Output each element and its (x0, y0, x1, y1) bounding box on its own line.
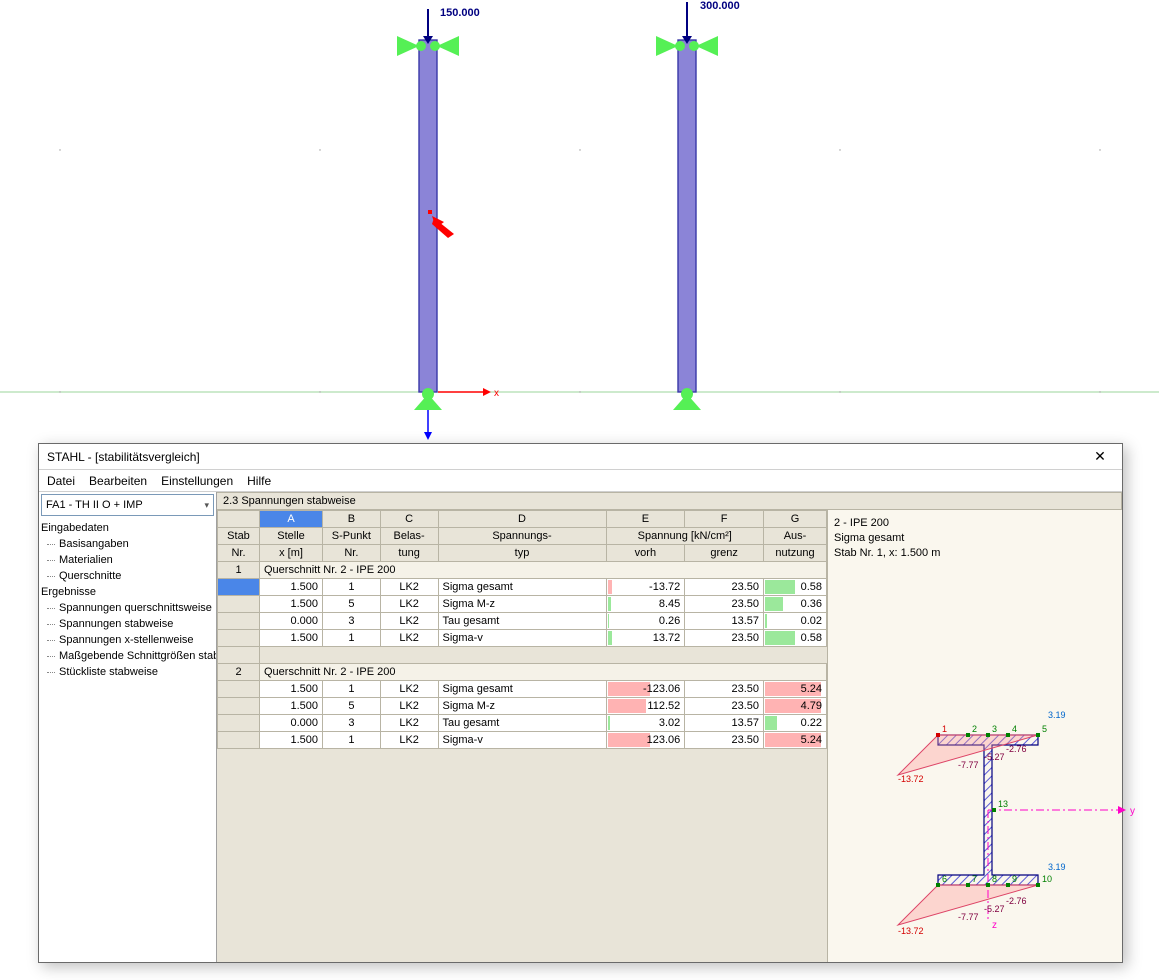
svg-text:5: 5 (1042, 724, 1047, 734)
left-pane: FA1 - TH II O + IMP ▾ Eingabedaten Basis… (39, 492, 217, 962)
nav-tree[interactable]: Eingabedaten Basisangaben Materialien Qu… (39, 516, 216, 962)
svg-text:-7.77: -7.77 (958, 760, 979, 770)
svg-text:6: 6 (942, 874, 947, 884)
table-row[interactable]: 1.5001LK2Sigma gesamt-123.0623.505.24 (218, 681, 827, 698)
svg-text:8: 8 (992, 874, 997, 884)
tree-item-massgebende[interactable]: Maßgebende Schnittgrößen stabweise (41, 648, 214, 664)
menu-edit[interactable]: Bearbeiten (89, 474, 147, 488)
loadcase-combo-value: FA1 - TH II O + IMP (46, 499, 143, 511)
cross-section-panel: 2 - IPE 200 Sigma gesamt Stab Nr. 1, x: … (827, 510, 1122, 962)
tree-item-spannungen-x[interactable]: Spannungen x-stellenweise (41, 632, 214, 648)
titlebar[interactable]: STAHL - [stabilitätsvergleich] ✕ (39, 444, 1122, 470)
svg-text:-13.72: -13.72 (898, 926, 924, 936)
model-viewport[interactable]: x 150.000 300.000 (0, 0, 1159, 445)
cs-caption-2: Sigma gesamt (834, 531, 1116, 546)
tree-item-querschnitte[interactable]: Querschnitte (41, 568, 214, 584)
svg-text:3.19: 3.19 (1048, 710, 1066, 720)
svg-text:10: 10 (1042, 874, 1052, 884)
results-grid[interactable]: ABCDEFGStabStelleS-PunktBelas-Spannungs-… (217, 510, 827, 962)
table-row[interactable]: 1.5005LK2Sigma M-z8.4523.500.36 (218, 596, 827, 613)
svg-text:-13.72: -13.72 (898, 774, 924, 784)
table-row[interactable]: 0.0003LK2Tau gesamt3.0213.570.22 (218, 715, 827, 732)
tree-item-spannungen-qs[interactable]: Spannungen querschnittsweise (41, 600, 214, 616)
cs-caption-3: Stab Nr. 1, x: 1.500 m (834, 546, 1116, 561)
svg-text:3: 3 (992, 724, 997, 734)
table-row[interactable]: 0.0003LK2Tau gesamt0.2613.570.02 (218, 613, 827, 630)
svg-text:3.19: 3.19 (1048, 862, 1066, 872)
stahl-dialog: STAHL - [stabilitätsvergleich] ✕ Datei B… (38, 443, 1123, 963)
close-icon[interactable]: ✕ (1086, 447, 1114, 467)
cs-caption-1: 2 - IPE 200 (834, 516, 1116, 531)
loadcase-combo[interactable]: FA1 - TH II O + IMP ▾ (41, 494, 214, 516)
tree-group-eingabedaten[interactable]: Eingabedaten (41, 520, 214, 536)
svg-text:-5.27: -5.27 (984, 904, 1005, 914)
tree-item-stueckliste[interactable]: Stückliste stabweise (41, 664, 214, 680)
tree-item-basisangaben[interactable]: Basisangaben (41, 536, 214, 552)
results-pane: 2.3 Spannungen stabweise ABCDEFGStabStel… (217, 492, 1122, 962)
table-row[interactable]: 1.5001LK2Sigma-v13.7223.500.58 (218, 630, 827, 647)
tree-item-materialien[interactable]: Materialien (41, 552, 214, 568)
section-header: 2.3 Spannungen stabweise (217, 492, 1122, 510)
tree-group-ergebnisse[interactable]: Ergebnisse (41, 584, 214, 600)
table-row[interactable]: 1.5001LK2Sigma-v123.0623.505.24 (218, 732, 827, 749)
table-row[interactable]: 1.5005LK2Sigma M-z112.5223.504.79 (218, 698, 827, 715)
menu-settings[interactable]: Einstellungen (161, 474, 233, 488)
svg-text:13: 13 (998, 799, 1008, 809)
table-row[interactable]: 1.5001LK2Sigma gesamt-13.7223.500.58 (218, 579, 827, 596)
tree-item-spannungen-stab[interactable]: Spannungen stabweise (41, 616, 214, 632)
svg-text:x: x (494, 388, 499, 399)
chevron-down-icon: ▾ (204, 500, 209, 511)
menu-help[interactable]: Hilfe (247, 474, 271, 488)
svg-text:1: 1 (942, 724, 947, 734)
svg-text:-5.27: -5.27 (984, 752, 1005, 762)
svg-text:7: 7 (972, 874, 977, 884)
svg-text:z: z (992, 920, 997, 931)
svg-text:y: y (1130, 806, 1135, 817)
svg-text:2: 2 (972, 724, 977, 734)
menu-file[interactable]: Datei (47, 474, 75, 488)
load-label-2: 300.000 (700, 0, 740, 12)
svg-text:-2.76: -2.76 (1006, 744, 1027, 754)
window-title: STAHL - [stabilitätsvergleich] (47, 450, 1086, 464)
svg-text:-7.77: -7.77 (958, 912, 979, 922)
svg-text:-2.76: -2.76 (1006, 896, 1027, 906)
svg-text:4: 4 (1012, 724, 1017, 734)
load-label-1: 150.000 (440, 7, 480, 19)
svg-text:9: 9 (1012, 874, 1017, 884)
menubar: Datei Bearbeiten Einstellungen Hilfe (39, 470, 1122, 492)
